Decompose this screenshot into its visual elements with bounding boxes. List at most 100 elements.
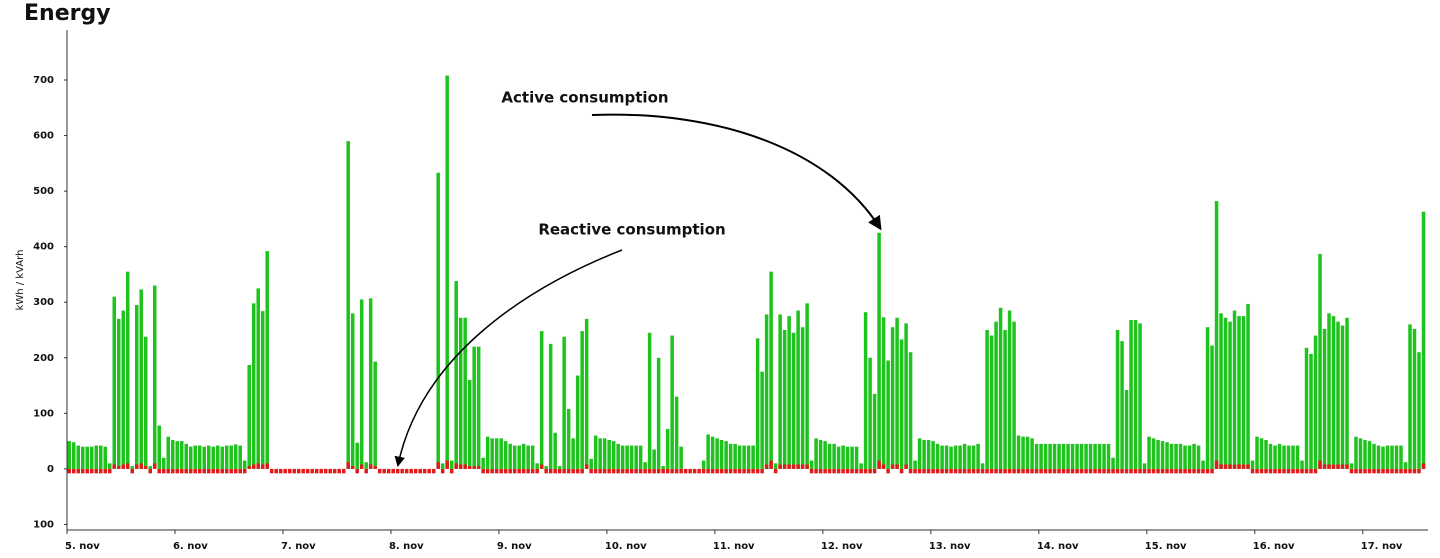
- bar: [575, 468, 580, 474]
- bar: [1390, 468, 1394, 474]
- bar: [1201, 460, 1205, 469]
- bar: [566, 408, 571, 469]
- bar: [724, 468, 728, 474]
- bar: [1295, 468, 1300, 474]
- bar: [665, 468, 670, 474]
- bar: [1300, 468, 1304, 474]
- bar: [760, 468, 764, 474]
- bar: [935, 443, 940, 469]
- bar: [1156, 468, 1160, 474]
- bar: [557, 466, 562, 469]
- bar: [143, 336, 148, 469]
- bar: [782, 464, 787, 469]
- bar: [512, 445, 517, 469]
- bar: [539, 464, 544, 469]
- bar: [728, 443, 733, 469]
- bar: [935, 468, 940, 474]
- bar: [1313, 335, 1318, 469]
- bar: [931, 468, 935, 474]
- bar: [1237, 464, 1241, 469]
- bar: [1030, 438, 1034, 469]
- x-tick-label: 16. nov: [1253, 541, 1295, 552]
- bar: [1241, 464, 1246, 469]
- bar: [994, 321, 998, 469]
- bar: [449, 460, 454, 469]
- bar: [472, 346, 476, 469]
- bar: [85, 446, 90, 469]
- bar: [1421, 211, 1426, 469]
- bar: [193, 445, 197, 469]
- bar: [773, 468, 778, 474]
- bar: [670, 468, 674, 474]
- bar: [157, 425, 161, 469]
- bar: [647, 468, 652, 474]
- bar: [71, 442, 76, 469]
- bar: [908, 468, 913, 474]
- bar: [1277, 443, 1282, 469]
- bar: [1061, 443, 1066, 469]
- bar: [530, 445, 535, 469]
- bar: [980, 468, 985, 474]
- bar: [854, 446, 859, 469]
- bar: [418, 468, 422, 474]
- bar: [904, 323, 908, 469]
- bar: [103, 468, 107, 474]
- bar: [179, 441, 184, 469]
- bar: [692, 468, 697, 474]
- bar: [1165, 442, 1169, 469]
- bar: [386, 468, 391, 474]
- bar: [980, 463, 985, 469]
- bar: [1408, 468, 1412, 474]
- bar: [161, 468, 166, 474]
- bar: [220, 468, 224, 474]
- bar: [233, 444, 238, 469]
- bar: [274, 468, 278, 474]
- bar: [1363, 440, 1367, 469]
- y-tick-label: 500: [33, 186, 54, 197]
- bar: [269, 468, 274, 474]
- bar: [256, 463, 260, 469]
- bar: [1039, 468, 1043, 474]
- bar: [836, 468, 841, 474]
- bar: [814, 438, 818, 469]
- bar: [80, 446, 85, 469]
- bar: [1237, 316, 1241, 469]
- bar: [1214, 201, 1219, 469]
- bar: [733, 443, 737, 469]
- bar: [206, 445, 211, 469]
- bar: [485, 468, 490, 474]
- bar: [1219, 313, 1223, 469]
- bar: [287, 468, 292, 474]
- bar: [881, 464, 886, 469]
- bar: [1300, 460, 1304, 469]
- bar: [305, 468, 310, 474]
- bar: [931, 441, 935, 469]
- bar: [715, 438, 719, 469]
- bar: [967, 445, 971, 469]
- bar: [1309, 353, 1313, 469]
- bar: [161, 457, 166, 469]
- bar: [1124, 468, 1129, 474]
- bar: [625, 468, 629, 474]
- bar: [85, 468, 90, 474]
- bar: [427, 468, 431, 474]
- bar: [521, 468, 526, 474]
- bar: [656, 468, 661, 474]
- bar: [292, 468, 296, 474]
- bar: [1381, 446, 1385, 469]
- bar: [1052, 468, 1057, 474]
- bar: [1012, 321, 1016, 469]
- bar: [76, 445, 81, 469]
- bar: [436, 172, 440, 469]
- bar: [872, 393, 877, 469]
- bar: [746, 468, 751, 474]
- bar: [188, 468, 193, 474]
- bar: [778, 464, 782, 469]
- bar: [364, 468, 368, 474]
- bar: [1111, 468, 1115, 474]
- bar: [1093, 468, 1097, 474]
- bar: [373, 361, 377, 469]
- bar: [544, 466, 548, 469]
- bar: [701, 468, 706, 474]
- bar: [845, 468, 850, 474]
